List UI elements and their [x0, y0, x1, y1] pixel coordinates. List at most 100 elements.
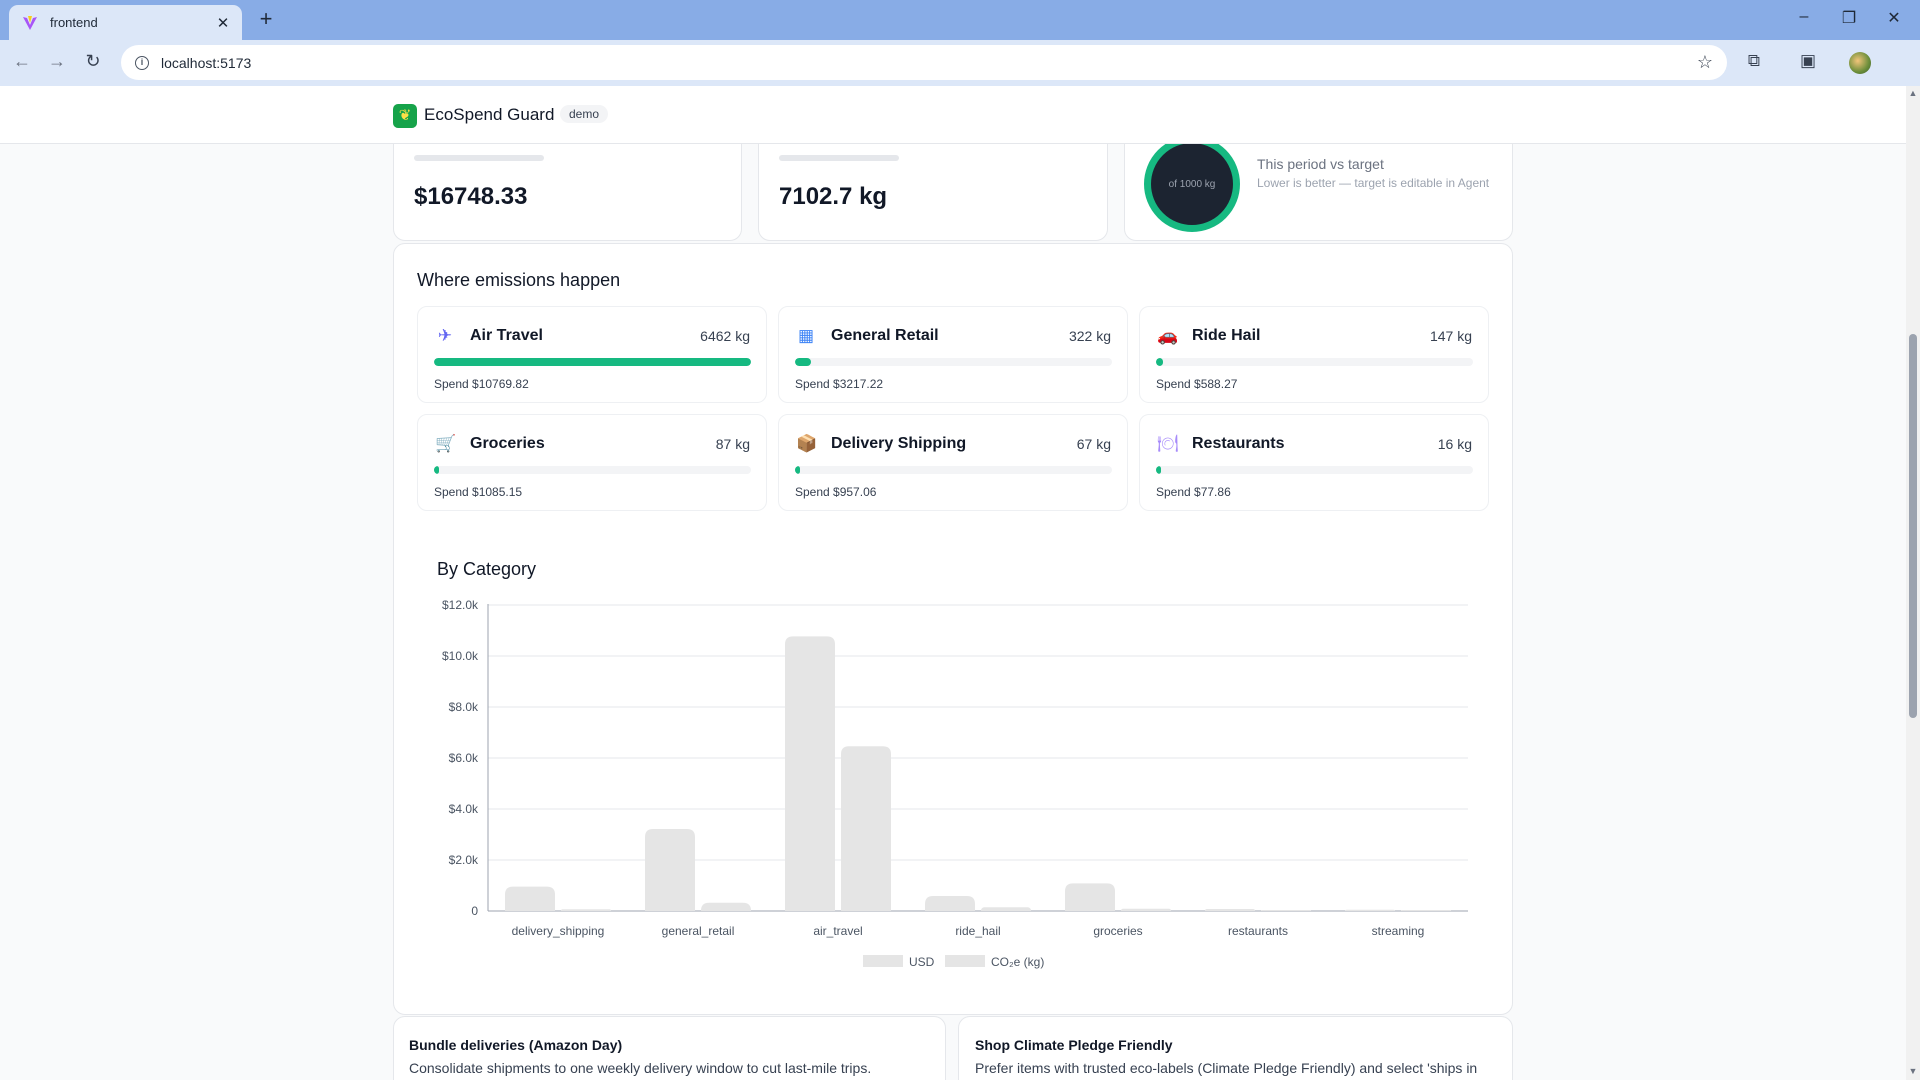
- category-progress-fill: [795, 358, 811, 366]
- legend-label: CO₂e (kg): [991, 955, 1044, 969]
- category-card: ✈ Air Travel 6462 kg Spend $10769.82: [417, 306, 767, 403]
- category-progress-fill: [1156, 358, 1164, 366]
- sprout-icon: ❦: [393, 104, 417, 128]
- close-window-icon[interactable]: ✕: [1887, 10, 1901, 27]
- category-kg: 6462 kg: [700, 328, 750, 344]
- category-progress-fill: [434, 358, 751, 366]
- page-scrollbar[interactable]: ▲ ▼: [1906, 86, 1920, 1080]
- y-tick-label: $2.0k: [449, 853, 479, 867]
- legend-swatch: [945, 955, 985, 967]
- y-tick-label: $8.0k: [449, 700, 479, 714]
- profile-avatar[interactable]: [1849, 52, 1871, 74]
- address-bar[interactable]: i localhost:5173 ☆: [121, 45, 1727, 80]
- info-icon[interactable]: i: [135, 55, 149, 70]
- bar-usd-restaurants: [1205, 909, 1255, 911]
- browser-tab[interactable]: frontend ✕: [9, 5, 242, 40]
- chart-title: By Category: [437, 559, 537, 579]
- target-subtitle: Lower is better — target is editable in …: [1257, 176, 1490, 190]
- y-tick-label: $10.0k: [442, 649, 479, 663]
- spend-label-faded: [414, 155, 544, 161]
- category-card: 🛒 Groceries 87 kg Spend $1085.15: [417, 414, 767, 511]
- scroll-up-icon[interactable]: ▲: [1908, 88, 1918, 98]
- emissions-section-title: Where emissions happen: [417, 270, 621, 290]
- plus-icon[interactable]: +: [259, 6, 273, 31]
- building-icon: ▦: [797, 326, 815, 345]
- airplane-icon: ✈: [437, 326, 453, 345]
- category-spend: Spend $10769.82: [434, 377, 529, 391]
- category-progress-fill: [795, 466, 800, 474]
- app-header: ❦ EcoSpend Guard demo: [0, 86, 1906, 144]
- emissions-label-faded: [779, 155, 899, 161]
- by-category-chart: 0 $2.0k $4.0k $6.0k $8.0k $10.0k $12.0k deliver…: [442, 598, 1468, 969]
- tab-title: frontend: [50, 15, 98, 30]
- tip-1-title: Bundle deliveries (Amazon Day): [409, 1037, 623, 1053]
- category-spend: Spend $588.27: [1156, 377, 1238, 391]
- tip-2-body: Prefer items with trusted eco-labels (Cl…: [975, 1060, 1478, 1076]
- category-progress-fill: [1156, 466, 1161, 474]
- category-name: Air Travel: [470, 327, 543, 344]
- category-name: Restaurants: [1192, 435, 1285, 452]
- x-tick-label: ride_hail: [955, 924, 1000, 938]
- category-name: Groceries: [470, 435, 545, 452]
- browser-toolbar: ← → ↻ i localhost:5173 ☆ ⧉ ▣: [0, 40, 1920, 86]
- category-kg: 147 kg: [1429, 328, 1472, 344]
- bar-usd-streaming: [1345, 909, 1395, 911]
- category-spend: Spend $1085.15: [434, 485, 523, 499]
- category-card: 📦 Delivery Shipping 67 kg Spend $957.06: [778, 414, 1128, 511]
- tab-search-icon[interactable]: ▣: [1799, 51, 1817, 70]
- category-spend: Spend $77.86: [1156, 485, 1231, 499]
- x-tick-label: groceries: [1093, 924, 1142, 938]
- category-name: Delivery Shipping: [831, 435, 967, 452]
- category-spend: Spend $3217.22: [795, 377, 884, 391]
- brand-name: EcoSpend Guard: [424, 105, 555, 124]
- emissions-value: 7102.7 kg: [779, 183, 888, 210]
- reload-icon[interactable]: ↻: [85, 51, 101, 71]
- bar-usd-groceries: [1065, 883, 1115, 911]
- extensions-icon[interactable]: ⧉: [1747, 51, 1761, 70]
- category-card: 🚗 Ride Hail 147 kg Spend $588.27: [1139, 306, 1489, 403]
- vite-icon: [23, 15, 37, 30]
- browser-tab-bar: frontend ✕ + – ❐ ✕: [0, 0, 1920, 40]
- tip-card-2: [958, 1016, 1513, 1080]
- close-tab-icon[interactable]: ✕: [216, 14, 230, 32]
- package-icon: 📦: [796, 434, 818, 453]
- category-progress-track: [795, 466, 1112, 474]
- bar-co2-delivery_shipping: [561, 909, 611, 911]
- y-tick-label: $12.0k: [442, 598, 479, 612]
- bar-usd-air_travel: [785, 636, 835, 911]
- bar-co2-restaurants: [1261, 910, 1311, 911]
- tip-card-1: [393, 1016, 946, 1080]
- category-progress-track: [434, 358, 751, 366]
- category-card: 🍽 Restaurants 16 kg Spend $77.86: [1139, 414, 1489, 511]
- scroll-thumb[interactable]: [1909, 334, 1917, 718]
- bar-co2-air_travel: [841, 746, 891, 911]
- category-name: Ride Hail: [1192, 327, 1261, 344]
- bar-usd-ride_hail: [925, 895, 975, 911]
- bar-co2-streaming: [1401, 910, 1451, 911]
- category-name: General Retail: [831, 327, 939, 344]
- restore-icon[interactable]: ❐: [1841, 10, 1857, 27]
- spend-value: $16748.33: [414, 183, 528, 210]
- scroll-down-icon[interactable]: ▼: [1908, 1066, 1918, 1076]
- y-tick-label: $6.0k: [449, 751, 479, 765]
- bar-co2-ride_hail: [981, 907, 1031, 911]
- legend-label: USD: [909, 955, 935, 969]
- back-icon[interactable]: ←: [13, 51, 31, 71]
- bar-usd-delivery_shipping: [505, 886, 555, 911]
- cart-icon: 🛒: [435, 434, 457, 453]
- category-kg: 16 kg: [1437, 436, 1472, 452]
- bar-usd-general_retail: [645, 828, 695, 911]
- star-icon[interactable]: ☆: [1696, 52, 1713, 72]
- dinner-icon: 🍽: [1157, 434, 1179, 453]
- car-icon: 🚗: [1157, 326, 1179, 345]
- minimize-icon[interactable]: –: [1799, 8, 1809, 25]
- tip-1-body: Consolidate shipments to one weekly deli…: [409, 1060, 872, 1076]
- category-kg: 67 kg: [1076, 436, 1111, 452]
- target-title: This period vs target: [1257, 156, 1384, 172]
- category-progress-track: [1156, 358, 1473, 366]
- y-tick-label: $4.0k: [449, 802, 479, 816]
- ring-label: of 1000 kg: [1168, 179, 1216, 190]
- url-text: localhost:5173: [161, 54, 252, 71]
- y-tick-label: 0: [471, 904, 478, 918]
- forward-icon[interactable]: →: [48, 51, 66, 71]
